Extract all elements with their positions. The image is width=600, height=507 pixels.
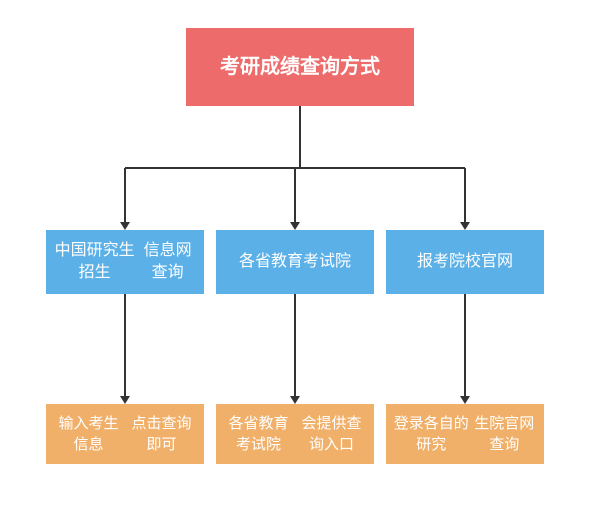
node-text-line: 各省教育考试院 xyxy=(239,251,351,273)
node-text-line: 点击查询即可 xyxy=(125,413,198,455)
node-text-line: 信息网查询 xyxy=(137,240,198,285)
detail-node-1: 输入考生信息点击查询即可 xyxy=(46,404,204,464)
method-node-3: 报考院校官网 xyxy=(386,230,544,294)
detail-node-2: 各省教育考试院会提供查询入口 xyxy=(216,404,374,464)
method-node-2: 各省教育考试院 xyxy=(216,230,374,294)
method-node-1: 中国研究生招生信息网查询 xyxy=(46,230,204,294)
node-text-line: 各省教育考试院 xyxy=(222,413,295,455)
detail-node-3: 登录各自的研究生院官网查询 xyxy=(386,404,544,464)
node-text-line: 登录各自的研究 xyxy=(392,413,471,455)
root-node: 考研成绩查询方式 xyxy=(186,28,414,106)
node-text-line: 查询方式 xyxy=(300,53,380,81)
flowchart-diagram: 考研成绩查询方式 中国研究生招生信息网查询 各省教育考试院 报考院校官网 输入考… xyxy=(0,0,600,507)
node-text-line: 生院官网查询 xyxy=(471,413,538,455)
node-text-line: 报考院校官网 xyxy=(417,251,513,273)
node-text-line: 输入考生信息 xyxy=(52,413,125,455)
node-text-line: 会提供查询入口 xyxy=(295,413,368,455)
node-text-line: 中国研究生招生 xyxy=(52,240,137,285)
node-text-line: 考研成绩 xyxy=(220,53,300,81)
